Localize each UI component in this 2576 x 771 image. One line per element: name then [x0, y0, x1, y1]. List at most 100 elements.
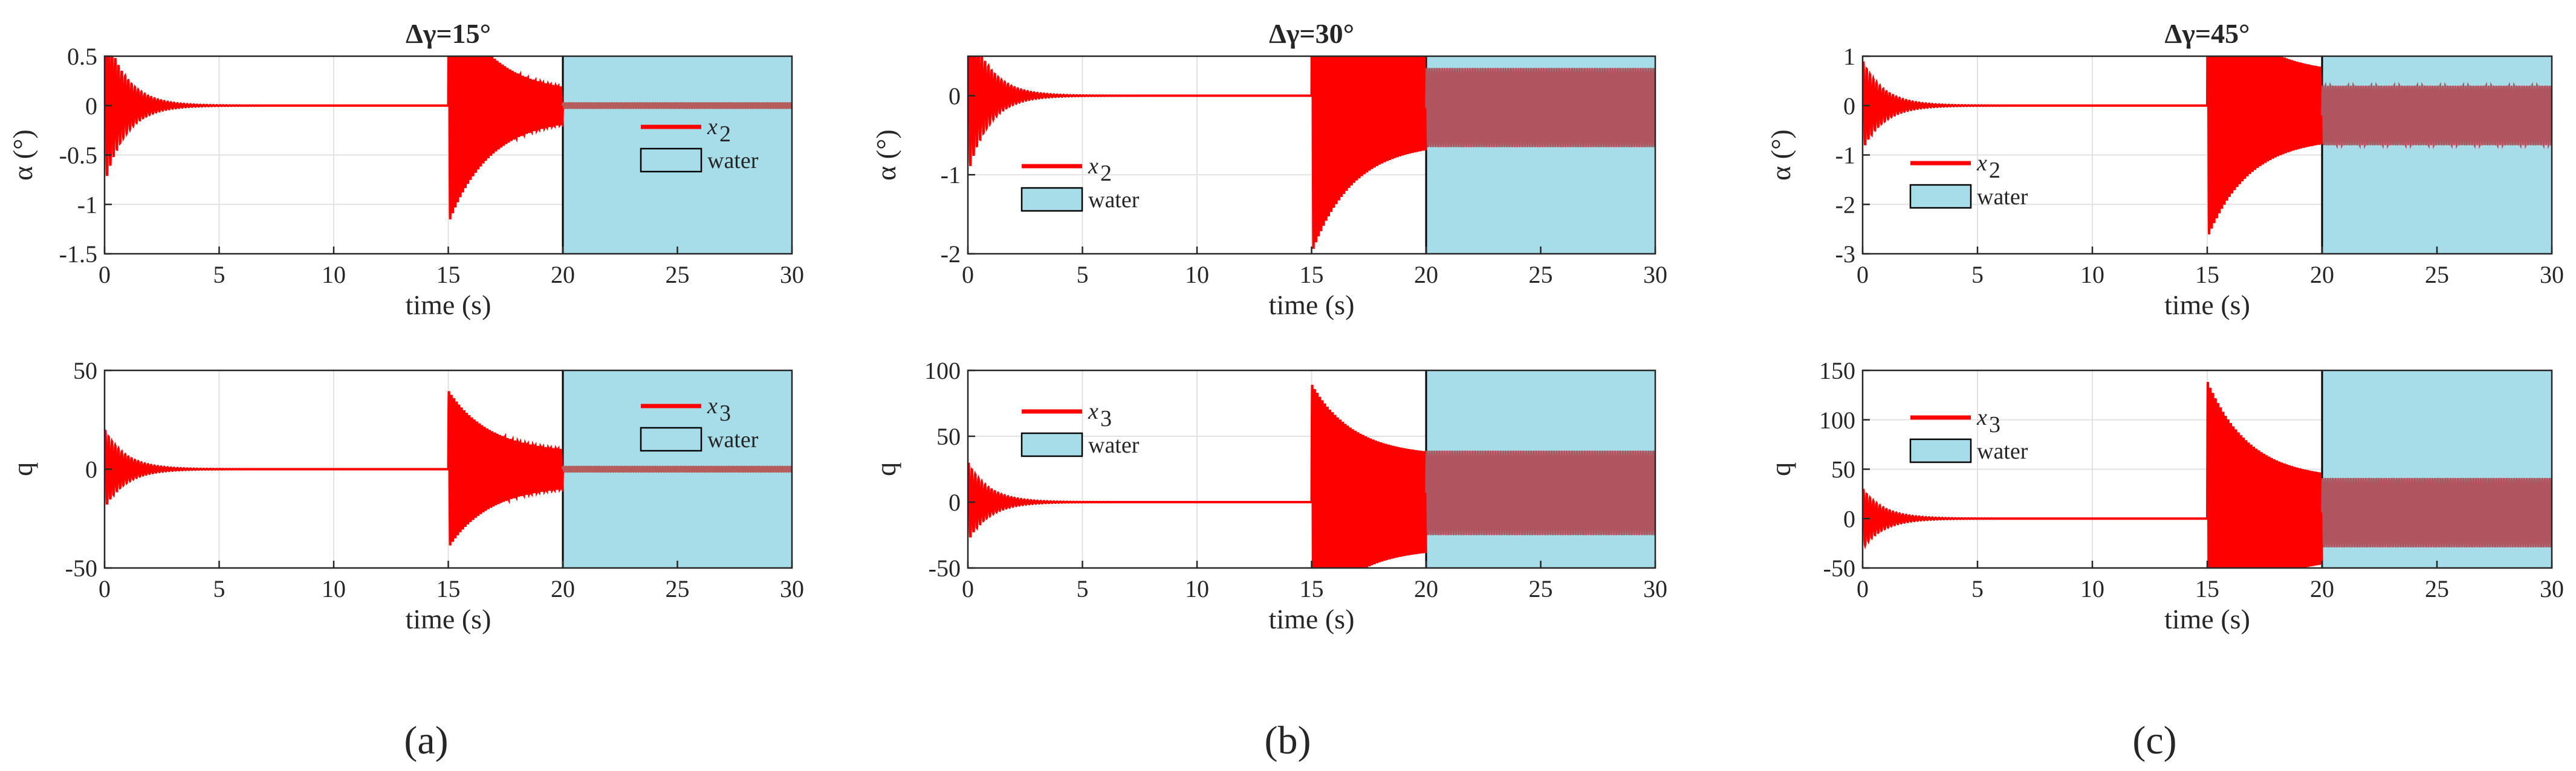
x-tick-label: 10 [2080, 261, 2104, 288]
x-tick-label: 5 [1971, 575, 1984, 602]
chart-title: Δγ=15° [406, 18, 491, 49]
y-axis-label: q [871, 462, 901, 476]
legend-label-subscript: 3 [1989, 412, 2000, 437]
x-tick-label: 25 [666, 261, 690, 288]
y-tick-label: 50 [1831, 456, 1855, 483]
x-tick-label: 5 [1077, 261, 1089, 288]
x-tick-label: 10 [322, 261, 346, 288]
y-tick-label: -50 [65, 555, 97, 582]
x-tick-label: 30 [780, 575, 804, 602]
x-tick-label: 0 [99, 575, 111, 602]
y-tick-label: 0 [1843, 92, 1855, 120]
x-tick-label: 0 [962, 261, 974, 288]
x-tick-label: 20 [1414, 575, 1438, 602]
signal-series-water [561, 465, 792, 473]
x-tick-label: 30 [2540, 261, 2564, 288]
x-tick-label: 15 [2195, 575, 2219, 602]
legend-water-swatch [1020, 432, 1083, 457]
y-tick-label: 1 [1843, 43, 1855, 70]
legend-label-subscript: 3 [719, 401, 731, 426]
legend-label-series: x [707, 114, 718, 140]
y-tick-label: 0 [85, 456, 97, 483]
x-tick-label: 0 [99, 261, 111, 288]
chart-panel-1: 0 5 10 15 20 25 30 -1.5 -1 -0.5 0 0.5 time (s) α (°) Δ… [7, 18, 804, 320]
y-tick-label: -0.5 [59, 142, 97, 169]
x-tick-label: 20 [551, 261, 575, 288]
x-tick-label: 20 [2310, 261, 2334, 288]
x-tick-label: 25 [1529, 261, 1553, 288]
subfigure-label-b: (b) [1265, 718, 1311, 763]
signal-series [105, 56, 564, 220]
legend-water-swatch [640, 147, 702, 173]
legend-label-water: water [1977, 184, 2028, 210]
signal-series [968, 56, 1427, 249]
legend-label-series: x [1088, 153, 1098, 179]
y-axis-label: q [1765, 462, 1796, 476]
x-tick-label: 25 [666, 575, 690, 602]
x-tick-label: 15 [436, 261, 461, 288]
y-tick-label: -50 [929, 555, 961, 582]
x-tick-label: 15 [1300, 575, 1324, 602]
legend-label-water: water [1088, 187, 1140, 213]
chart-panel-3: 0 5 10 15 20 25 30 -2 -1 0 time (s) α (°) Δγ=30° x 2wa… [871, 18, 1667, 320]
legend-label-series: x [707, 393, 718, 419]
signal-series-water [1425, 68, 1655, 147]
y-tick-label: -2 [1835, 191, 1855, 218]
legend-label-subscript: 2 [1989, 158, 2000, 183]
x-tick-label: 5 [1077, 575, 1089, 602]
x-axis-label: time (s) [2164, 289, 2250, 320]
legend-water-swatch [1020, 187, 1083, 212]
x-tick-label: 15 [1300, 261, 1324, 288]
y-tick-label: 50 [73, 357, 97, 384]
y-tick-label: 50 [936, 423, 961, 450]
signal-series-water [1425, 450, 1655, 535]
x-tick-label: 20 [551, 575, 575, 602]
x-tick-label: 10 [1185, 575, 1209, 602]
y-tick-label: 150 [1819, 357, 1855, 384]
signal-series-water [2321, 82, 2552, 149]
y-tick-label: 0 [1843, 505, 1855, 532]
x-tick-label: 20 [2310, 575, 2334, 602]
y-axis-label: α (°) [7, 129, 38, 181]
y-tick-label: 0 [85, 92, 97, 120]
x-tick-label: 10 [322, 575, 346, 602]
legend-label-water: water [707, 148, 759, 173]
x-tick-label: 5 [213, 261, 225, 288]
y-tick-label: -1 [941, 161, 961, 189]
x-tick-label: 15 [2195, 261, 2219, 288]
y-tick-label: -3 [1835, 240, 1855, 268]
subfigure-label-a: (a) [404, 718, 448, 763]
x-tick-label: 0 [1857, 261, 1869, 288]
x-tick-label: 25 [2425, 575, 2449, 602]
signal-series-water [2321, 477, 2552, 548]
x-tick-label: 0 [1857, 575, 1869, 602]
x-axis-label: time (s) [406, 289, 492, 320]
chart-panel-5: 0 5 10 15 20 25 30 -3 -2 -1 0 1 time (s) α (°) Δγ=45° x… [1765, 18, 2564, 320]
legend-label-water: water [707, 427, 759, 453]
x-tick-label: 20 [1414, 261, 1438, 288]
legend-label-subscript: 3 [1100, 406, 1112, 431]
legend-label-water: water [1088, 433, 1140, 458]
x-tick-label: 0 [962, 575, 974, 602]
x-tick-label: 5 [1971, 261, 1984, 288]
x-tick-label: 5 [213, 575, 225, 602]
legend-label-series: x [1976, 405, 1987, 430]
x-tick-label: 30 [2540, 575, 2564, 602]
x-axis-label: time (s) [1269, 289, 1355, 320]
y-tick-label: 100 [924, 357, 961, 384]
legend-label-water: water [1977, 439, 2028, 464]
y-tick-label: -1 [1835, 142, 1855, 169]
signal-series [105, 391, 564, 546]
x-tick-label: 30 [1643, 575, 1667, 602]
x-tick-label: 25 [2425, 261, 2449, 288]
x-tick-label: 10 [1185, 261, 1209, 288]
y-tick-label: 100 [1819, 407, 1855, 434]
legend-label-subscript: 2 [719, 121, 731, 147]
y-tick-label: 0 [949, 82, 961, 109]
signal-series [1863, 56, 2323, 235]
x-axis-label: time (s) [1269, 604, 1355, 634]
x-tick-label: 25 [1529, 575, 1553, 602]
